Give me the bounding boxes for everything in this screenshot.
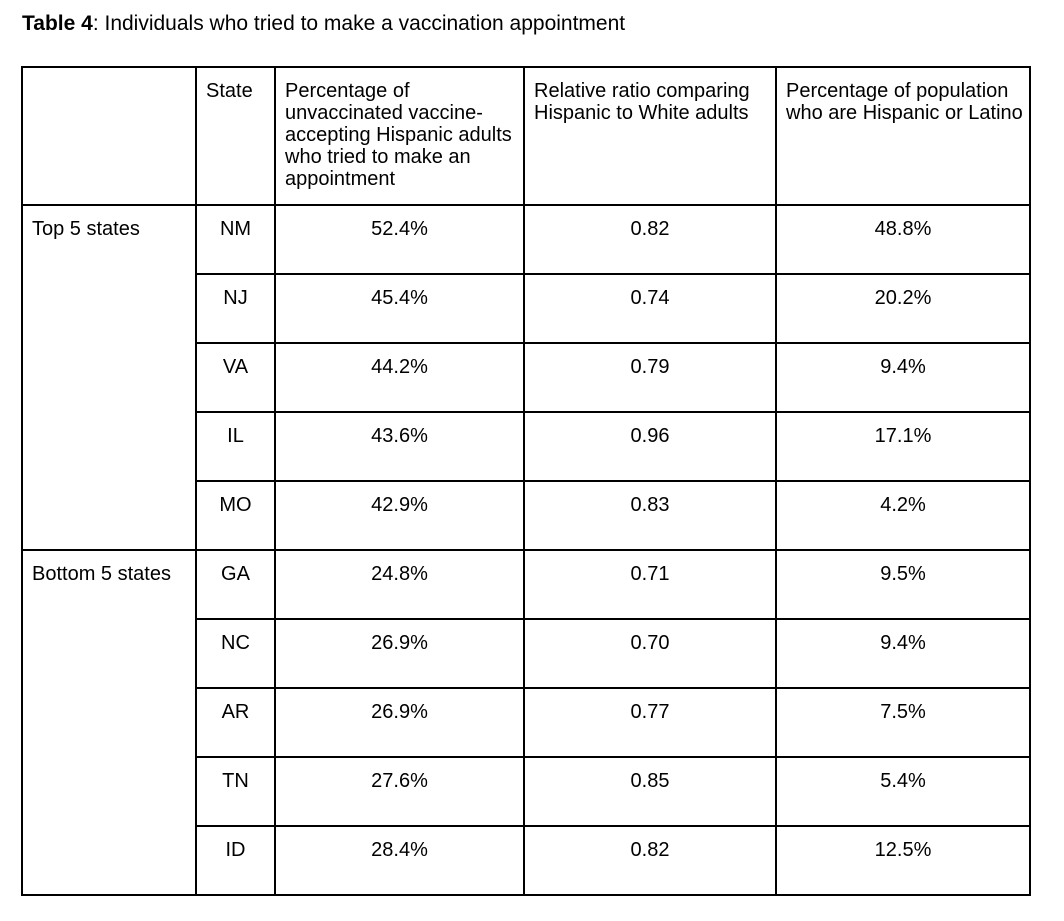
header-pct-tried: Percentage of unvaccinated vaccine- acce… [274,66,525,206]
state-cell: ID [195,825,276,896]
state-cell: TN [195,756,276,827]
vaccination-appointment-table: State Percentage of unvaccinated vaccine… [21,66,1031,896]
pct-tried-cell: 43.6% [274,411,525,482]
table-row: Top 5 states NM 52.4% 0.82 48.8% [21,204,1031,551]
header-relative-ratio: Relative ratio comparing Hispanic to Whi… [523,66,777,206]
table-row: VA 44.2% 0.79 9.4% [22,342,1031,413]
table-caption-text: : Individuals who tried to make a vaccin… [92,12,626,35]
relative-ratio-cell: 0.70 [523,618,777,689]
pct-population-cell: 5.4% [775,756,1031,827]
pct-tried-cell: 26.9% [274,618,525,689]
relative-ratio-cell: 0.77 [523,687,777,758]
group-cell-top5: Top 5 states [21,204,197,551]
pct-population-cell: 48.8% [775,204,1031,275]
state-cell: MO [195,480,276,551]
table-caption-label: Table 4 [22,12,93,35]
pct-population-cell: 7.5% [775,687,1031,758]
pct-population-cell: 12.5% [775,825,1031,896]
relative-ratio-cell: 0.74 [523,273,777,344]
header-group [21,66,197,206]
relative-ratio-cell: 0.83 [523,480,777,551]
table-row: AR 26.9% 0.77 7.5% [22,687,1031,758]
state-cell: NJ [195,273,276,344]
table-row: NJ 45.4% 0.74 20.2% [22,273,1031,344]
pct-tried-cell: 42.9% [274,480,525,551]
table-row: NC 26.9% 0.70 9.4% [22,618,1031,689]
pct-tried-cell: 28.4% [274,825,525,896]
relative-ratio-cell: 0.96 [523,411,777,482]
pct-tried-cell: 24.8% [274,549,525,620]
pct-population-cell: 20.2% [775,273,1031,344]
relative-ratio-cell: 0.85 [523,756,777,827]
state-cell: GA [195,549,276,620]
table-row: Bottom 5 states GA 24.8% 0.71 9.5% [21,549,1031,896]
header-row: State Percentage of unvaccinated vaccine… [21,66,1031,206]
table-row: MO 42.9% 0.83 4.2% [22,480,1031,551]
state-cell: VA [195,342,276,413]
relative-ratio-cell: 0.82 [523,204,777,275]
pct-tried-cell: 26.9% [274,687,525,758]
header-state: State [195,66,276,206]
table-row: IL 43.6% 0.96 17.1% [22,411,1031,482]
table-row: ID 28.4% 0.82 12.5% [22,825,1031,896]
state-cell: AR [195,687,276,758]
pct-population-cell: 4.2% [775,480,1031,551]
pct-population-cell: 17.1% [775,411,1031,482]
pct-population-cell: 9.5% [775,549,1031,620]
pct-population-cell: 9.4% [775,618,1031,689]
pct-tried-cell: 52.4% [274,204,525,275]
relative-ratio-cell: 0.79 [523,342,777,413]
state-cell: NM [195,204,276,275]
header-pct-population: Percentage of population who are Hispani… [775,66,1031,206]
table-row: TN 27.6% 0.85 5.4% [22,756,1031,827]
relative-ratio-cell: 0.71 [523,549,777,620]
table-caption: Table 4: Individuals who tried to make a… [22,11,625,37]
relative-ratio-cell: 0.82 [523,825,777,896]
state-cell: IL [195,411,276,482]
pct-tried-cell: 45.4% [274,273,525,344]
state-cell: NC [195,618,276,689]
group-cell-bottom5: Bottom 5 states [21,549,197,896]
pct-tried-cell: 27.6% [274,756,525,827]
pct-tried-cell: 44.2% [274,342,525,413]
pct-population-cell: 9.4% [775,342,1031,413]
